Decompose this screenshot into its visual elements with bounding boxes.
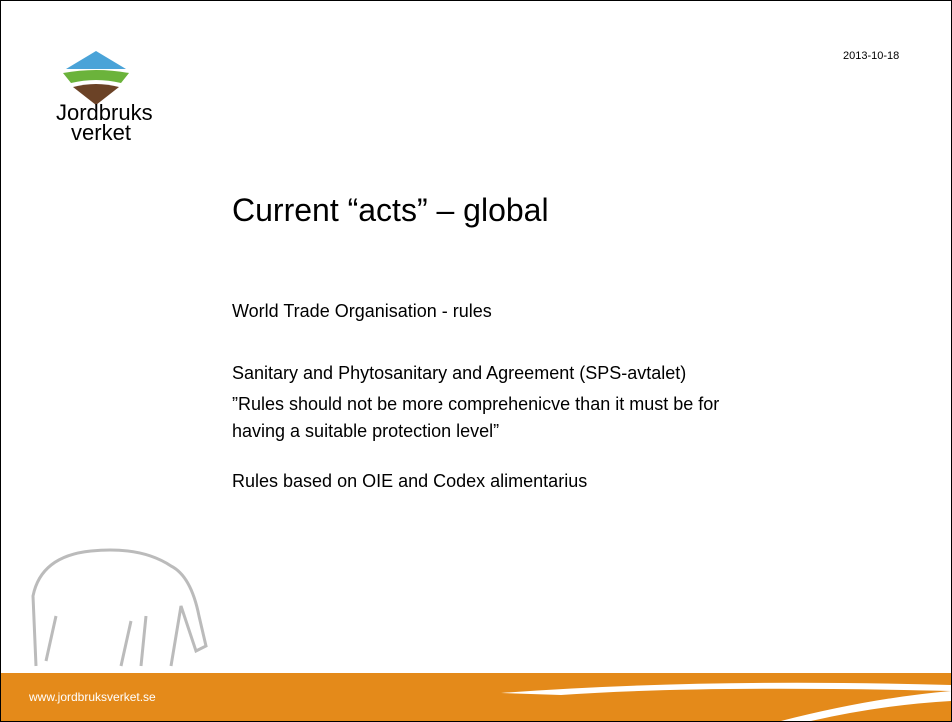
date: 2013-10-18 bbox=[843, 50, 900, 62]
body-line: World Trade Organisation - rules bbox=[232, 301, 492, 321]
horse-drawing bbox=[31, 548, 208, 667]
body-line: ”Rules should not be more comprehenicve … bbox=[232, 394, 720, 441]
footer-band bbox=[1, 673, 951, 721]
title: Current “acts” – global bbox=[232, 192, 549, 228]
body-line: Sanitary and Phytosanitary and Agreement… bbox=[232, 363, 687, 383]
footer-url: www.jordbruksverket.se bbox=[29, 690, 156, 704]
logo-mark bbox=[63, 51, 129, 105]
body-line: Rules based on OIE and Codex alimentariu… bbox=[232, 471, 588, 491]
logo-text: Jordbruks verket bbox=[56, 100, 153, 145]
